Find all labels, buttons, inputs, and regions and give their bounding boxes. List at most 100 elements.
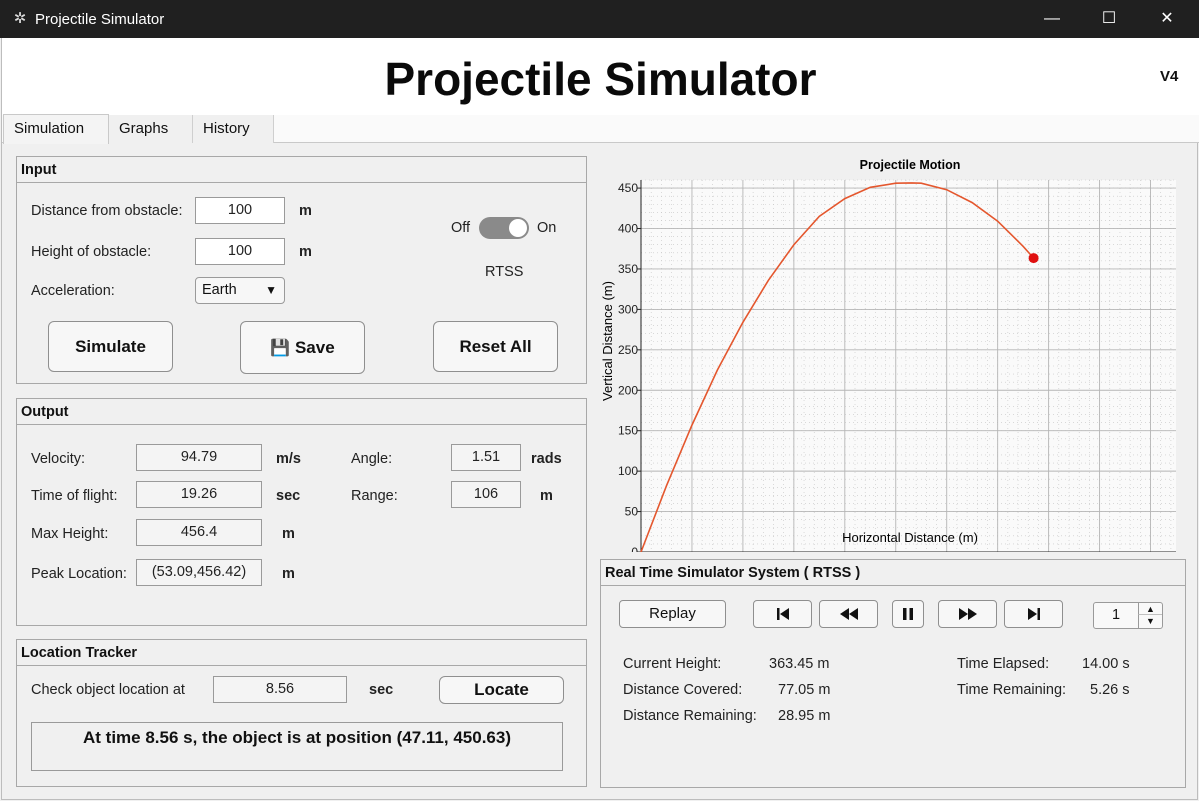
max-height-unit: m <box>282 526 295 542</box>
chart-lines <box>640 182 1039 553</box>
chart-grid <box>640 179 1176 553</box>
rtss-toggle[interactable] <box>479 217 529 239</box>
rewind-button[interactable] <box>819 600 878 628</box>
floppy-disk-icon: 💾 <box>270 340 291 357</box>
time-elapsed-label: Time Elapsed: <box>957 656 1050 672</box>
distance-covered-value: 77.05 m <box>778 682 831 698</box>
location-tracker-title: Location Tracker <box>17 640 586 666</box>
tab-bar: Simulation Graphs History <box>2 114 1199 144</box>
projectile-chart: 0102030405060708090100050100150200250300… <box>598 152 1188 569</box>
angle-label: Angle: <box>351 451 393 467</box>
close-button[interactable]: ✕ <box>1160 10 1174 27</box>
reset-all-button[interactable]: Reset All <box>433 321 558 372</box>
input-group: Input Distance from obstacle: 100 m Heig… <box>16 156 587 384</box>
acceleration-select[interactable]: Earth ▼ <box>195 277 285 304</box>
app-frame: Projectile Simulator V4 Simulation Graph… <box>1 38 1199 800</box>
velocity-value: 94.79 <box>136 444 262 471</box>
chart-y-axis-label: Vertical Distance (m) <box>600 281 615 401</box>
projectile-chart-svg: 0102030405060708090100050100150200250300… <box>600 158 1176 569</box>
maximize-button[interactable]: ☐ <box>1101 10 1117 27</box>
acceleration-label: Acceleration: <box>31 283 115 299</box>
projectile-app-icon: ✲ <box>13 10 27 27</box>
tab-history[interactable]: History <box>193 115 274 143</box>
time-of-flight-unit: sec <box>276 488 301 504</box>
chart-y-tick-label: 100 <box>618 464 638 478</box>
toggle-knob <box>509 219 527 237</box>
chart-y-tick-label: 450 <box>618 181 638 195</box>
tracker-time-input[interactable]: 8.56 <box>213 676 347 703</box>
save-button-label: Save <box>294 338 335 357</box>
version-label: V4 <box>1160 68 1179 85</box>
chart-y-tick-label: 200 <box>618 383 638 397</box>
tab-simulation[interactable]: Simulation <box>3 114 109 144</box>
chart-title: Projectile Motion <box>860 158 961 172</box>
tracker-time-unit: sec <box>369 682 394 698</box>
fast-forward-button[interactable] <box>938 600 997 628</box>
height-unit: m <box>299 244 312 260</box>
trajectory-line <box>640 182 1035 553</box>
distance-label: Distance from obstacle: <box>31 203 183 219</box>
time-of-flight-value: 19.26 <box>136 481 262 508</box>
distance-input[interactable]: 100 <box>195 197 285 224</box>
time-elapsed-value: 14.00 s <box>1082 656 1130 672</box>
max-height-value: 456.4 <box>136 519 262 546</box>
time-of-flight-label: Time of flight: <box>31 488 118 504</box>
output-group-title: Output <box>17 399 586 425</box>
check-location-label: Check object location at <box>31 682 185 698</box>
chart-y-tick-label: 50 <box>625 505 639 519</box>
chart-y-tick-label: 150 <box>618 424 638 438</box>
skip-start-icon <box>776 608 789 620</box>
time-remaining-label: Time Remaining: <box>957 682 1067 698</box>
chart-y-tick-label: 300 <box>618 302 638 316</box>
minimize-button[interactable]: — <box>1044 10 1060 27</box>
chart-y-tick-label: 250 <box>618 343 638 357</box>
angle-unit: rads <box>531 451 562 467</box>
skip-to-end-button[interactable] <box>1004 600 1063 628</box>
rtss-group-title: Real Time Simulator System ( RTSS ) <box>601 560 1185 586</box>
app-header: Projectile Simulator V4 <box>2 38 1199 115</box>
range-unit: m <box>540 488 553 504</box>
height-input[interactable]: 100 <box>195 238 285 265</box>
spin-up-icon[interactable]: ▲ <box>1138 603 1162 615</box>
speed-value: 1 <box>1111 607 1121 623</box>
chart-plot-area <box>641 180 1176 552</box>
locate-button[interactable]: Locate <box>439 676 564 704</box>
velocity-unit: m/s <box>276 451 301 467</box>
range-label: Range: <box>351 488 398 504</box>
time-remaining-value: 5.26 s <box>1090 682 1130 698</box>
spin-down-icon[interactable]: ▼ <box>1138 615 1162 628</box>
peak-location-value: (53.09,456.42) <box>136 559 262 586</box>
distance-remaining-value: 28.95 m <box>778 708 831 724</box>
toggle-off-label: Off <box>451 220 471 236</box>
replay-button[interactable]: Replay <box>619 600 726 628</box>
skip-to-start-button[interactable] <box>753 600 812 628</box>
chart-y-tick-label: 400 <box>618 222 638 236</box>
rtss-caption: RTSS <box>485 264 524 280</box>
distance-unit: m <box>299 203 312 219</box>
current-height-label: Current Height: <box>623 656 722 672</box>
simulate-button[interactable]: Simulate <box>48 321 173 372</box>
chevron-down-icon: ▼ <box>265 283 277 297</box>
projectile-marker <box>1028 253 1039 264</box>
pause-button[interactable] <box>892 600 924 628</box>
app-title: Projectile Simulator <box>384 53 817 105</box>
location-tracker-group: Location Tracker Check object location a… <box>16 639 587 787</box>
save-button[interactable]: 💾 Save <box>240 321 365 374</box>
distance-covered-label: Distance Covered: <box>623 682 743 698</box>
tab-graphs[interactable]: Graphs <box>109 115 193 143</box>
output-group: Output Velocity: 94.79 m/s Time of fligh… <box>16 398 587 626</box>
peak-location-unit: m <box>282 566 295 582</box>
rewind-icon <box>839 608 858 620</box>
rtss-group: Real Time Simulator System ( RTSS ) Repl… <box>600 559 1186 788</box>
speed-spinbox[interactable]: 1 ▲ ▼ <box>1093 602 1163 629</box>
window-titlebar: ✲ Projectile Simulator — ☐ ✕ <box>0 0 1199 38</box>
fast-forward-icon <box>958 608 977 620</box>
window-title: Projectile Simulator <box>35 11 165 28</box>
location-result: At time 8.56 s, the object is at positio… <box>31 722 563 771</box>
peak-location-label: Peak Location: <box>31 566 127 582</box>
chart-y-tick-label: 350 <box>618 262 638 276</box>
toggle-on-label: On <box>537 220 557 236</box>
chart-y-tick-label: 0 <box>631 545 638 552</box>
current-height-value: 363.45 m <box>769 656 830 672</box>
acceleration-value: Earth <box>202 282 237 298</box>
